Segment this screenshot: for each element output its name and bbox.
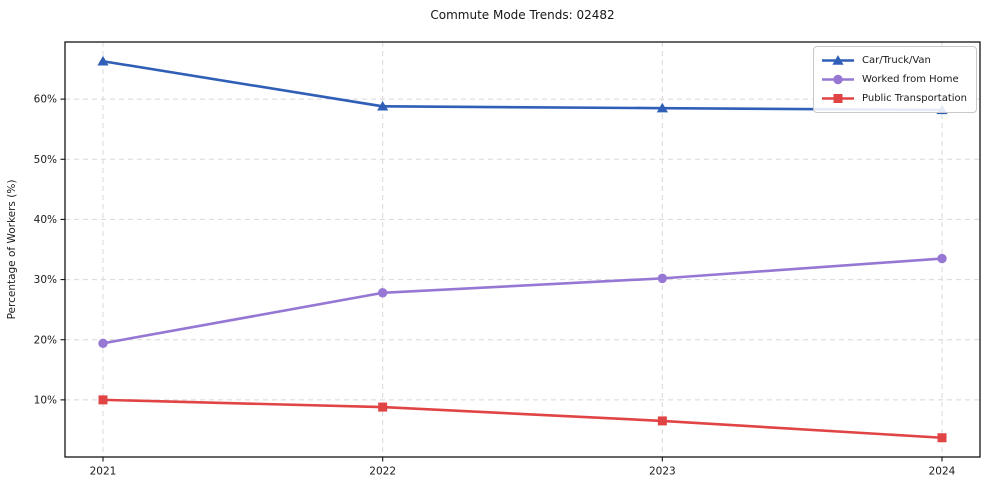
legend-marker-circle	[833, 74, 843, 85]
legend-label: Car/Truck/Van	[862, 55, 931, 66]
y-tick-label: 30%	[34, 274, 57, 286]
legend-item-worked-from-home: Worked from Home	[821, 70, 967, 89]
plot-frame	[64, 41, 981, 458]
x-tick-label: 2023	[649, 466, 676, 478]
point-public-transportation-2022	[378, 402, 388, 412]
legend-triangle-icon	[822, 55, 855, 65]
point-worked-from-home-2021	[98, 338, 108, 349]
legend-item-public-transportation: Public Transportation	[821, 89, 967, 108]
legend-square-icon	[822, 94, 855, 103]
x-tick-label: 2022	[369, 466, 396, 478]
x-tick-label: 2024	[929, 466, 956, 478]
legend-circle-icon	[822, 74, 855, 85]
axes: 10% 20% 30% 40% 50% 60% 2021 2022 2023 2024	[34, 94, 956, 478]
legend-marker-triangle	[832, 55, 844, 65]
legend-marker-square	[833, 94, 843, 103]
x-tick-label: 2021	[90, 466, 117, 478]
chart-title: Commute Mode Trends: 02482	[430, 8, 615, 22]
point-public-transportation-2024	[937, 433, 947, 443]
gridlines	[65, 42, 980, 457]
legend-label: Worked from Home	[862, 74, 959, 85]
point-car-truck-van-2022	[377, 100, 389, 111]
series-public-transportation	[98, 395, 947, 443]
point-worked-from-home-2024	[937, 253, 947, 264]
point-worked-from-home-2023	[657, 273, 668, 284]
y-tick-label: 20%	[34, 334, 57, 346]
series-worked-from-home	[98, 253, 947, 349]
point-public-transportation-2023	[657, 416, 667, 426]
y-tick-label: 60%	[34, 94, 57, 106]
legend: Car/Truck/Van Worked from Home Public Tran…	[813, 46, 977, 113]
y-tick-label: 50%	[34, 154, 57, 166]
y-tick-label: 10%	[34, 394, 57, 406]
legend-item-car-truck-van: Car/Truck/Van	[821, 51, 967, 70]
y-axis-label: Percentage of Workers (%)	[6, 180, 18, 320]
point-worked-from-home-2022	[377, 288, 388, 298]
point-car-truck-van-2021	[97, 55, 109, 66]
y-tick-label: 40%	[34, 214, 57, 226]
point-car-truck-van-2023	[656, 102, 668, 113]
legend-label: Public Transportation	[862, 93, 967, 104]
point-public-transportation-2021	[98, 395, 108, 405]
